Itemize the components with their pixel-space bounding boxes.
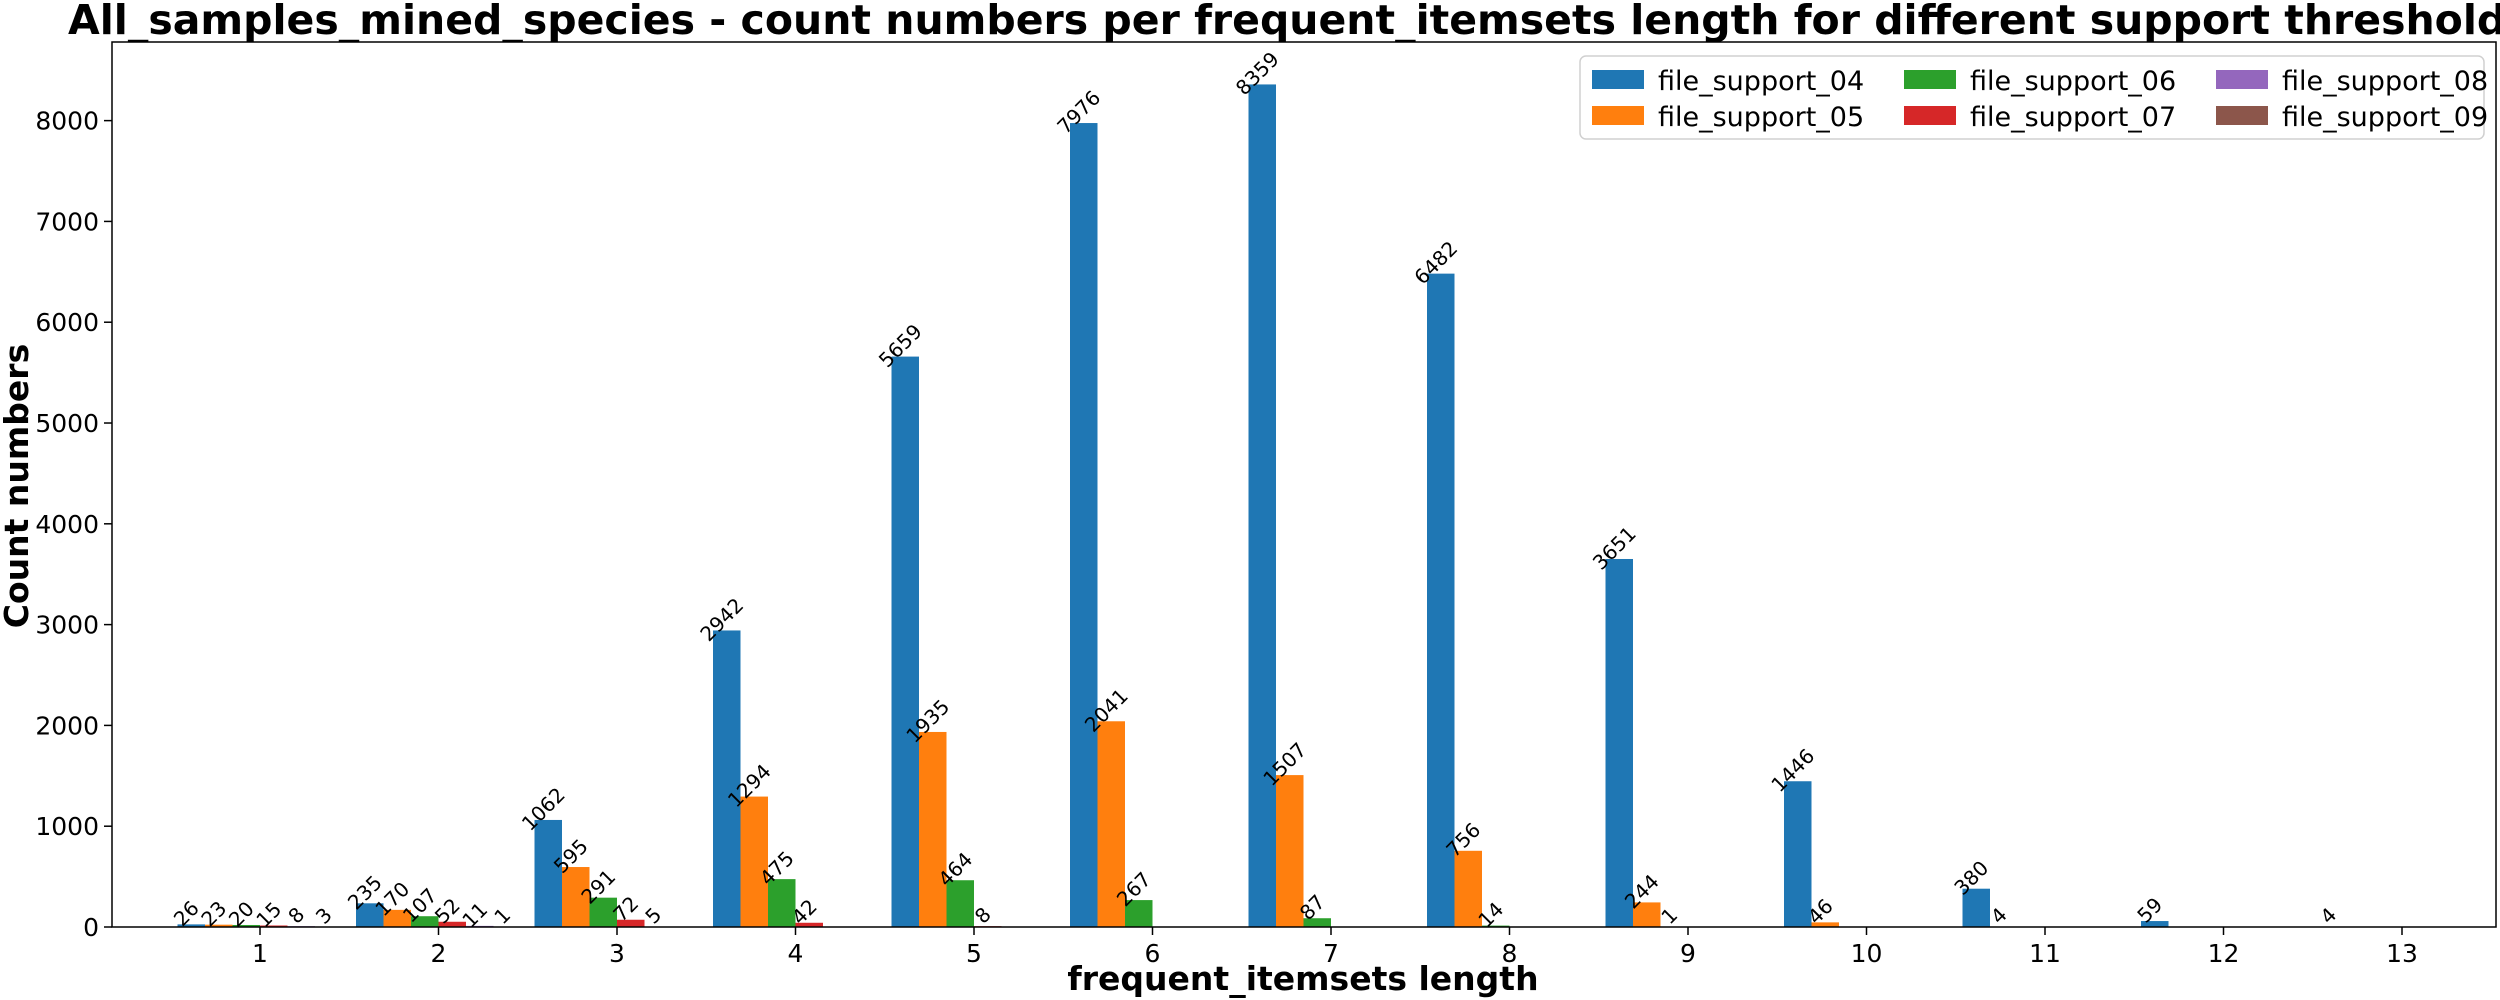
legend-swatch-file_support_06 [1904,70,1956,89]
x-tick-label-11: 11 [2029,939,2061,968]
bar-file_support_05-6 [1097,721,1125,927]
bar-file_support_04-12 [2141,921,2169,927]
x-tick-label-6: 6 [1145,939,1161,968]
bar-file_support_04-8 [1427,273,1455,928]
bar-file_support_06-4 [768,879,796,927]
x-tick-label-8: 8 [1502,939,1518,968]
plot-frame [111,41,2497,928]
x-tick-label-13: 13 [2386,939,2418,968]
bar-file_support_04-7 [1248,84,1276,927]
bar-file_support_07-3 [617,919,645,927]
bar-file_support_05-8 [1454,850,1482,927]
bar-file_support_06-5 [946,880,974,927]
bar-file_support_04-1 [177,924,205,927]
legend-label-file_support_09: file_support_09 [2282,102,2488,133]
legend-swatch-file_support_05 [1592,106,1644,125]
bar-file_support_06-2 [411,916,439,927]
x-axis-label: frequent_itemsets length [1067,959,1538,998]
y-axis-label: Count numbers [0,344,36,628]
bar-file_support_04-5 [891,356,919,927]
bar-file_support_05-3 [562,867,590,927]
bar-file_support_06-1 [232,924,260,927]
y-tick-label: 8000 [35,107,99,136]
y-tick-label: 2000 [35,711,99,740]
y-tick-label: 3000 [35,611,99,640]
bar-file_support_07-2 [438,921,466,927]
x-tick-label-7: 7 [1323,939,1339,968]
x-tick-label-3: 3 [609,939,625,968]
y-tick-label: 1000 [35,812,99,841]
bar-file_support_05-2 [383,909,411,927]
bar-file_support_06-7 [1303,918,1331,927]
x-tick-label-4: 4 [788,939,804,968]
plot-area [112,42,2496,927]
x-tick-label-10: 10 [1851,939,1883,968]
y-tick-label: 5000 [35,409,99,438]
legend-label-file_support_05: file_support_05 [1658,102,1864,133]
legend-label-file_support_04: file_support_04 [1658,66,1864,97]
y-tick-label: 4000 [35,510,99,539]
legend-label-file_support_07: file_support_07 [1970,102,2176,133]
bars [177,84,2347,928]
bar-file_support_04-10 [1784,781,1812,927]
x-tick-label-12: 12 [2208,939,2240,968]
bar-file_support_04-4 [713,630,741,927]
legend-swatch-file_support_09 [2216,106,2268,125]
x-tick-label-9: 9 [1680,939,1696,968]
bar-file_support_05-9 [1633,902,1661,927]
bar-file_support_05-7 [1276,775,1304,927]
bar-file_support_04-2 [356,903,384,927]
x-tick-label-1: 1 [252,939,268,968]
x-tick-label-5: 5 [966,939,982,968]
plot-background [112,42,2496,927]
bar-file_support_04-9 [1605,558,1633,927]
bar-file_support_05-5 [919,731,947,927]
bar-file_support_07-1 [260,925,288,927]
bar-file_support_06-6 [1125,900,1153,927]
bar-file_support_05-1 [205,924,233,927]
bar-file_support_04-6 [1070,123,1098,927]
bar-file_support_06-3 [589,897,617,927]
y-tick-label: 6000 [35,308,99,337]
y-tick-label: 0 [83,913,99,942]
y-tick-label: 7000 [35,207,99,236]
bar-file_support_05-10 [1811,922,1839,927]
bar-file_support_04-11 [1962,888,1990,927]
chart-title: All_samples_mined_species - count number… [68,0,2500,44]
legend-swatch-file_support_07 [1904,106,1956,125]
legend-swatch-file_support_08 [2216,70,2268,89]
bar-file_support_04-3 [534,819,562,927]
bar-file_support_05-4 [740,796,768,927]
legend-label-file_support_06: file_support_06 [1970,66,2176,97]
legend: file_support_04 file_support_05 file_suppo… [1579,55,2488,140]
legend-swatch-file_support_04 [1592,70,1644,89]
legend-label-file_support_08: file_support_08 [2282,66,2488,97]
x-tick-label-2: 2 [431,939,447,968]
bar-file_support_07-4 [795,922,823,927]
